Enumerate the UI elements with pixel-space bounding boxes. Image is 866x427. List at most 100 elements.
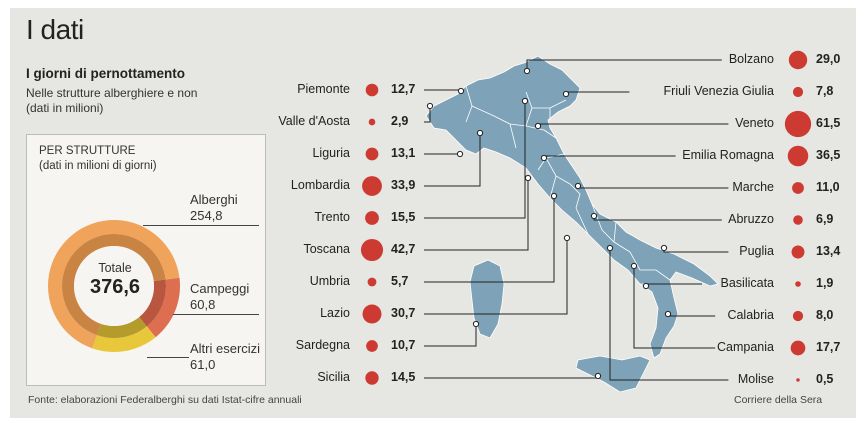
region-value-umbria: 5,7 [391, 274, 409, 288]
leader-line-sicilia [424, 376, 599, 379]
region-name-valle-d-aosta: Valle d'Aosta [278, 114, 350, 128]
marker-trento [521, 97, 529, 105]
regional-borders [465, 85, 671, 285]
bubble-lazio [362, 304, 382, 324]
leader-line-umbria [424, 196, 555, 283]
donut-inner-ring-altri-esercizi [96, 317, 147, 338]
bubble-sicilia [365, 371, 379, 385]
marker-lombardia [476, 129, 484, 137]
structure-breakdown-box: PER STRUTTURE (dati in milioni di giorni… [26, 134, 266, 386]
region-value-bolzano: 29,0 [816, 52, 841, 66]
bubble-emilia-romagna [787, 145, 809, 167]
region-name-bolzano: Bolzano [728, 52, 774, 66]
bubble-marche [792, 182, 804, 194]
region-value-marche: 11,0 [816, 180, 840, 194]
region-name-campania: Campania [717, 340, 774, 354]
box-title: PER STRUTTURE [39, 145, 136, 157]
leader-line-puglia [663, 248, 729, 253]
segment-label-alberghi: Alberghi [190, 192, 238, 207]
region-name-veneto: Veneto [735, 116, 774, 130]
region-value-sardegna: 10,7 [391, 338, 416, 352]
box-subtitle: (dati in milioni di giorni) [39, 160, 157, 172]
region-name-piemonte: Piemonte [297, 82, 350, 96]
donut-center [74, 246, 154, 326]
chart-subtitle: I giorni di pernottamento [26, 66, 185, 81]
region-value-puglia: 13,4 [816, 244, 841, 258]
marker-emilia-romagna [540, 154, 548, 162]
leader-line-trento [424, 101, 526, 219]
bubble-liguria [365, 147, 379, 161]
marker-valle-d-aosta [426, 102, 434, 110]
total-value: 376,6 [89, 276, 141, 298]
leader-line-sardegna [424, 324, 477, 347]
region-value-molise: 0,5 [816, 372, 834, 386]
region-name-calabria: Calabria [727, 308, 774, 322]
region-name-marche: Marche [732, 180, 774, 194]
donut-slice-altri-esercizi [92, 326, 156, 352]
region-name-puglia: Puglia [739, 244, 774, 258]
description-line-2: (dati in milioni) [26, 101, 104, 115]
marker-marche [574, 182, 582, 190]
leader-line-lazio [424, 238, 568, 315]
leader-line-lombardia [424, 133, 481, 187]
region-name-trento: Trento [314, 210, 350, 224]
region-name-umbria: Umbria [309, 274, 350, 288]
region-name-lombardia: Lombardia [290, 178, 350, 192]
bubble-umbria [367, 277, 377, 287]
region-name-basilicata: Basilicata [720, 276, 775, 290]
bubble-friuli-venezia-giulia [792, 86, 804, 98]
bubble-sardegna [366, 340, 378, 352]
marker-campania [630, 262, 638, 270]
bubble-valle-d-aosta [368, 118, 376, 126]
bubble-molise [796, 378, 800, 382]
region-markers [426, 67, 672, 380]
donut-inner-ring-campeggi [139, 279, 166, 327]
leader-line-campania [633, 266, 716, 349]
italy-map [360, 50, 812, 393]
region-value-sicilia: 14,5 [391, 370, 416, 384]
leader-line-abruzzo [593, 216, 722, 221]
region-value-campania: 17,7 [816, 340, 841, 354]
bubble-basilicata [795, 281, 801, 287]
bubble-veneto [784, 110, 812, 138]
region-name-abruzzo: Abruzzo [728, 212, 774, 226]
marker-puglia [660, 244, 668, 252]
sardinia-island [469, 259, 505, 339]
marker-toscana [524, 174, 532, 182]
leader-line-alberghi [143, 225, 259, 226]
region-name-friuli-venezia-giulia: Friuli Venezia Giulia [663, 84, 774, 98]
marker-calabria [664, 310, 672, 318]
italy-mainland [425, 55, 719, 359]
bubble-campania [790, 340, 806, 356]
leader-line-molise [609, 248, 729, 381]
region-value-basilicata: 1,9 [816, 276, 834, 290]
marker-umbria [550, 192, 558, 200]
region-value-toscana: 42,7 [391, 242, 416, 256]
region-value-trento: 15,5 [391, 210, 416, 224]
marker-liguria [456, 150, 464, 158]
marker-abruzzo [590, 212, 598, 220]
donut-chart [48, 220, 180, 352]
region-value-abruzzo: 6,9 [816, 212, 834, 226]
credit: Corriere della Sera [734, 394, 823, 406]
region-name-liguria: Liguria [312, 146, 350, 160]
value-bubbles [360, 50, 812, 385]
sicily-island [575, 355, 651, 393]
leader-line-piemonte [424, 89, 462, 91]
region-name-emilia-romagna: Emilia Romagna [682, 148, 774, 162]
region-name-molise: Molise [737, 372, 774, 386]
total-label: Totale [98, 261, 132, 275]
marker-basilicata [642, 282, 650, 290]
leader-line-altri-esercizi [147, 357, 189, 358]
region-value-piemonte: 12,7 [391, 82, 416, 96]
segment-label-altri-esercizi: Altri esercizi [190, 341, 261, 356]
leader-line-toscana [424, 178, 529, 251]
region-value-lazio: 30,7 [391, 306, 416, 320]
marker-bolzano [523, 67, 531, 75]
bubble-lombardia [362, 176, 382, 196]
segment-value-altri-esercizi: 61,0 [190, 357, 216, 372]
leader-line-campeggi [173, 314, 259, 315]
donut-slice-campeggi [146, 277, 180, 338]
region-value-veneto: 61,5 [816, 116, 841, 130]
leader-line-veneto [537, 123, 729, 126]
